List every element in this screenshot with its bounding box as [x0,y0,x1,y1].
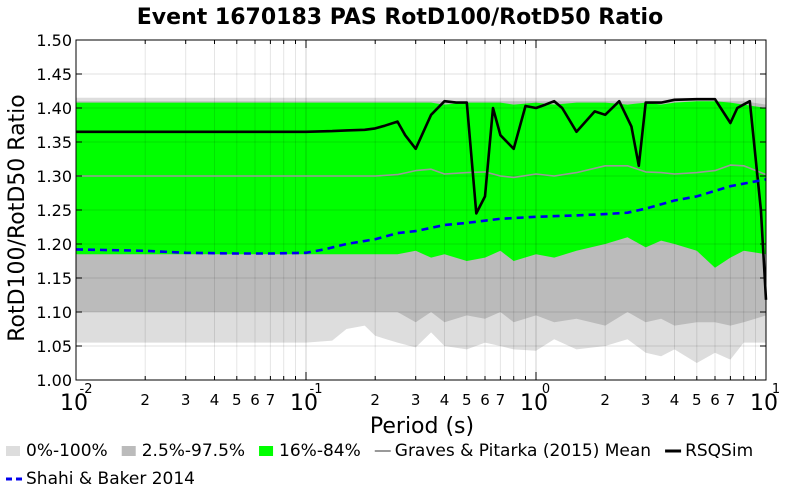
legend-label: 16%-84% [279,441,361,461]
y-tick-label: 1.10 [36,303,72,322]
series-rsqsim [76,97,768,300]
x-minor-label: 7 [496,391,506,409]
legend-item-0-100: 0%-100% [6,441,108,461]
series-shahi-baker-2014 [75,178,767,255]
y-axis-label: RotD100/RotD50 Ratio [5,94,30,342]
x-minor-label: 5 [462,391,472,409]
legend-label: 0%-100% [26,441,108,461]
x-minor-label: 3 [641,391,651,409]
legend-item-2-5-97-5: 2.5%-97.5% [121,441,245,461]
legend-label: Shahi & Baker 2014 [26,469,195,489]
y-tick-label: 1.00 [36,371,72,390]
legend-swatch [259,446,274,456]
x-tick-exponent: -1 [310,382,323,397]
data-series [75,97,768,300]
percentile-bands [76,97,766,364]
x-minor-label: 7 [726,391,736,409]
x-minor-label: 5 [692,391,702,409]
x-tick-exponent: -2 [80,382,93,397]
x-minor-label: 6 [710,391,720,409]
x-tick-exponent: 0 [542,382,550,397]
x-axis-label: Period (s) [370,414,474,439]
legend-swatch [121,446,136,456]
x-minor-label: 4 [440,391,450,409]
x-tick-exponent: 1 [772,382,780,397]
legend-item-rsqsim: RSQSim [665,441,753,461]
x-minor-label: 4 [210,391,220,409]
x-minor-label: 3 [411,391,421,409]
x-minor-label: 7 [266,391,276,409]
x-minor-label: 3 [181,391,191,409]
x-tick-base: 10 [750,391,778,416]
x-minor-label: 6 [250,391,260,409]
legend-label: RSQSim [685,441,753,461]
x-tick-base: 10 [290,391,318,416]
legend-item-16-84: 16%-84% [259,441,361,461]
legend-label: Graves & Pitarka (2015) Mean [395,441,651,461]
legend-swatch [6,446,20,456]
grid-lines [75,39,766,381]
y-tick-label: 1.30 [36,167,72,186]
y-tick-label: 1.50 [36,31,72,50]
band-16-84 [76,101,766,268]
x-minor-label: 4 [670,391,680,409]
plot-area [75,39,768,381]
y-tick-label: 1.40 [36,99,72,118]
legend: 0%-100% 2.5%-97.5% 16%-84% Graves & Pitarka… [6,441,753,489]
x-minor-label: 2 [140,391,150,409]
y-tick-label: 1.15 [36,269,72,288]
x-minor-label: 5 [232,391,242,409]
y-tick-label: 1.25 [36,201,72,220]
x-minor-label: 6 [480,391,490,409]
y-tick-label: 1.45 [36,65,72,84]
y-tick-label: 1.20 [36,235,72,254]
x-minor-label: 2 [370,391,380,409]
y-tick-label: 1.05 [36,337,72,356]
chart-title: Event 1670183 PAS RotD100/RotD50 Ratio [137,5,663,30]
x-tick-base: 10 [520,391,548,416]
x-tick-base: 10 [60,391,88,416]
legend-item-graves-pitarka-2015-mean: Graves & Pitarka (2015) Mean [374,441,651,461]
x-minor-label: 2 [600,391,610,409]
series-graves-pitarka-2015-mean [76,164,767,179]
legend-item-shahi-baker-2014: Shahi & Baker 2014 [6,469,195,489]
legend-label: 2.5%-97.5% [142,441,245,461]
y-tick-label: 1.35 [36,133,72,152]
y-axis-ticks: 1.00 1.05 1.10 1.15 1.20 1.25 1.30 1.35 1.40 1.45… [36,31,766,390]
